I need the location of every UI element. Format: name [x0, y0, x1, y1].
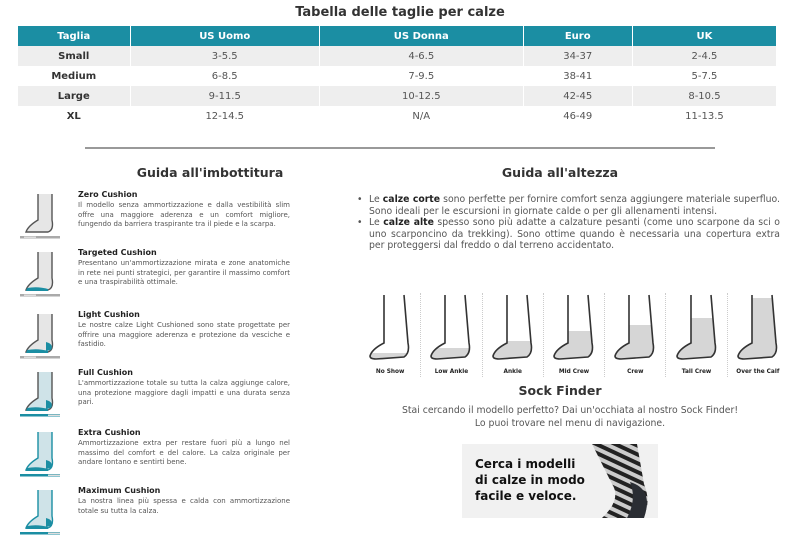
sock-finder-line: Lo puoi trovare nel menu di navigazione. [474, 417, 666, 429]
size-cell: Small [18, 46, 131, 66]
value-cell: 2-4.5 [632, 46, 778, 66]
divider [85, 147, 715, 149]
sock-height-item: Mid Crew [544, 293, 606, 377]
size-table: Taglia US Uomo US Donna Euro UK Small 3-5… [18, 26, 778, 126]
cushion-description: La nostra linea più spessa e calda con a… [78, 497, 290, 515]
value-cell: 46-49 [523, 106, 633, 126]
cushion-name: Maximum Cushion [78, 486, 161, 495]
sock-finder-line: Stai cercando il modello perfetto? Dai u… [401, 405, 739, 416]
cushion-name: Targeted Cushion [78, 248, 157, 257]
sock-height-item: Tall Crew [666, 293, 728, 377]
text: sono perfette per fornire comfort senza … [369, 194, 780, 217]
col-header: UK [632, 26, 778, 46]
bullet-item: Le calze alte spesso sono più adatte a c… [355, 217, 780, 252]
cushion-description: Le nostre calze Light Cushioned sono sta… [78, 321, 290, 348]
page-title: Tabella delle taglie per calze [295, 5, 505, 20]
value-cell: 42-45 [523, 86, 633, 106]
col-header: US Uomo [130, 26, 320, 46]
sock-height-icon [675, 294, 716, 360]
sock-height-icon [491, 294, 533, 360]
cushion-sock-icon [20, 490, 60, 535]
col-header: Euro [523, 26, 633, 46]
sock-height-label: Mid Crew [558, 369, 590, 375]
table-row: Small 3-5.5 4-6.5 34-37 2-4.5 [18, 46, 778, 66]
value-cell: 10-12.5 [319, 86, 524, 106]
sock-height-label: No Show [375, 369, 405, 375]
value-cell: 6-8.5 [130, 66, 320, 86]
value-cell: 11-13.5 [632, 106, 778, 126]
sock-height-icon [553, 294, 594, 360]
value-cell: 5-7.5 [632, 66, 778, 86]
striped-sock-image [592, 444, 648, 518]
sock-height-label: Ankle [503, 369, 522, 375]
size-cell: Medium [18, 66, 131, 86]
col-header: US Donna [319, 26, 524, 46]
sock-height-icon [614, 294, 655, 360]
value-cell: N/A [319, 106, 524, 126]
cushion-sock-icon [20, 252, 60, 297]
sock-finder-text: Stai cercando il modello perfetto? Dai u… [360, 405, 780, 430]
text: spesso sono più adatte a calzature pesan… [369, 217, 780, 251]
sock-height-item: Ankle [483, 293, 544, 377]
cushion-description: Presentano un'ammortizzazione mirata e z… [78, 259, 290, 286]
value-cell: 9-11.5 [130, 86, 320, 106]
size-cell: XL [18, 106, 131, 126]
size-cell: Large [18, 86, 131, 106]
sock-height-icon [737, 294, 778, 360]
sock-height-item: Crew [605, 293, 667, 377]
sock-height-row: No Show Low Ankle Ankle Mid Crew Crew Ta… [360, 293, 788, 377]
value-cell: 8-10.5 [632, 86, 778, 106]
sock-height-icon [430, 294, 471, 360]
sock-height-icon [369, 294, 410, 360]
cushion-name: Full Cushion [78, 368, 133, 377]
cushion-guide-title: Guida all'imbottitura [136, 165, 284, 180]
bold-text: calze corte [382, 194, 441, 205]
cushion-description: Il modello senza ammortizzazione e dalla… [78, 201, 290, 228]
sock-height-item: Low Ankle [421, 293, 483, 377]
cushion-name: Light Cushion [78, 310, 140, 319]
cushion-name: Zero Cushion [78, 190, 138, 199]
sock-height-item: Over the Calf [728, 293, 788, 377]
col-header: Taglia [18, 26, 131, 46]
height-guide-bullets: Le calze corte sono perfette per fornire… [355, 194, 780, 252]
height-guide-title: Guida all'altezza [501, 165, 619, 180]
cushion-sock-icon [20, 314, 60, 359]
text: Le [369, 194, 383, 205]
cushion-sock-icon [20, 194, 60, 239]
value-cell: 7-9.5 [319, 66, 524, 86]
text: Le [369, 217, 384, 228]
value-cell: 34-37 [523, 46, 633, 66]
sock-height-label: Low Ankle [434, 369, 469, 375]
value-cell: 12-14.5 [130, 106, 320, 126]
sock-height-item: No Show [360, 293, 422, 377]
banner-text: Cerca i modelli di calze in modo facile … [475, 457, 585, 503]
cushion-sock-icon [20, 432, 60, 477]
table-row: Large 9-11.5 10-12.5 42-45 8-10.5 [18, 86, 778, 106]
cushion-description: L'ammortizzazione totale su tutta la cal… [78, 379, 290, 406]
sock-height-label: Over the Calf [736, 369, 780, 375]
sock-finder-title: Sock Finder [518, 383, 602, 398]
sock-finder-banner[interactable]: Cerca i modelli di calze in modo facile … [462, 444, 658, 518]
value-cell: 4-6.5 [319, 46, 524, 66]
sock-height-label: Tall Crew [681, 369, 712, 375]
cushion-name: Extra Cushion [78, 428, 141, 437]
cushion-description: Ammortizzazione extra per restare fuori … [78, 439, 290, 466]
bold-text: calze alte [383, 217, 434, 228]
bullet-item: Le calze corte sono perfette per fornire… [355, 194, 780, 217]
sock-height-label: Crew [627, 369, 644, 375]
table-row: Medium 6-8.5 7-9.5 38-41 5-7.5 [18, 66, 778, 86]
cushion-sock-icon [20, 372, 60, 417]
value-cell: 38-41 [523, 66, 633, 86]
value-cell: 3-5.5 [130, 46, 320, 66]
table-row: XL 12-14.5 N/A 46-49 11-13.5 [18, 106, 778, 126]
